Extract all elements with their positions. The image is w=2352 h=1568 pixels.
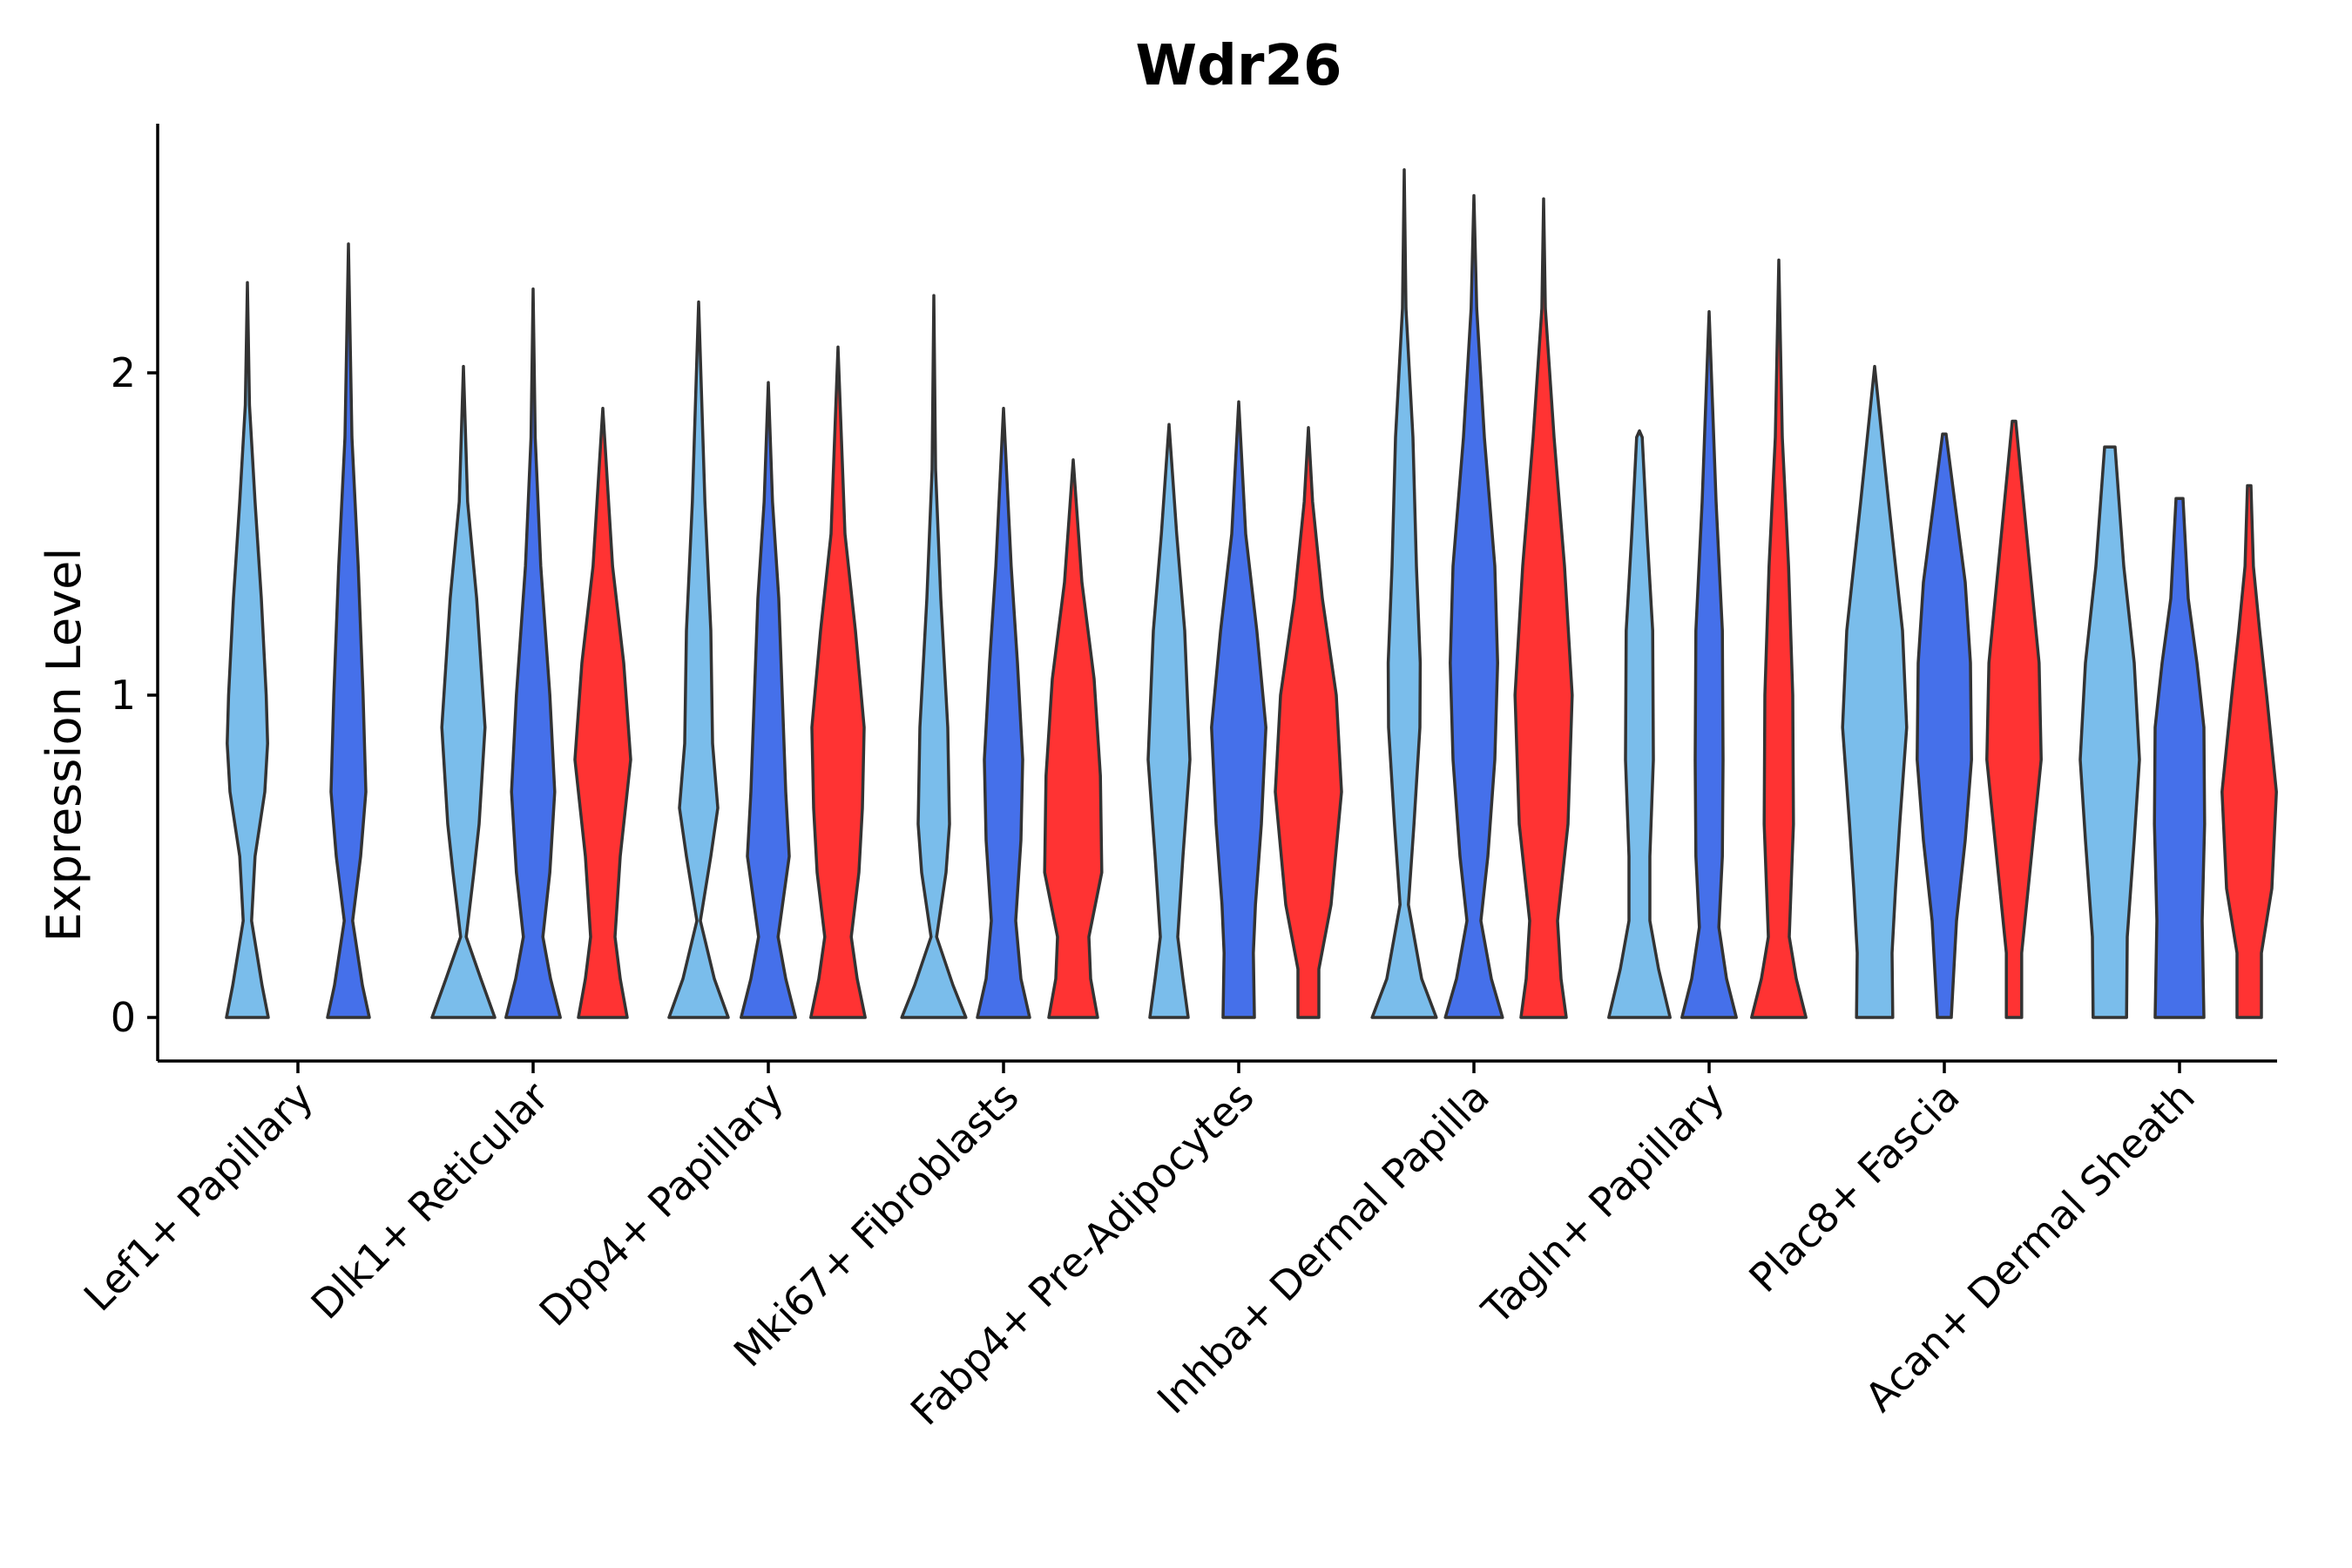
violin-3-group-2 [976, 406, 1031, 1019]
violin-4-group-3 [1274, 426, 1343, 1019]
y-tick-label: 1 [111, 672, 136, 719]
violin-8-group-1 [2078, 445, 2141, 1019]
violin-6-group-1 [1607, 429, 1672, 1019]
violin-1-group-2 [504, 287, 562, 1019]
violin-6-group-3 [1750, 258, 1808, 1019]
violin-7-group-3 [1985, 419, 2043, 1019]
violin-0-group-1 [225, 280, 270, 1019]
violin-2-group-3 [809, 345, 867, 1019]
violin-3-group-1 [900, 294, 968, 1019]
violin-7-group-1 [1841, 364, 1909, 1019]
violin-layer [225, 168, 2278, 1019]
violin-1-group-3 [573, 406, 632, 1019]
violin-5-group-1 [1370, 168, 1438, 1019]
y-tick-label: 2 [111, 349, 136, 396]
violin-1-group-1 [430, 364, 497, 1019]
x-tick-label: Tagln+ Papillary [1472, 1073, 1734, 1335]
violin-2-group-1 [667, 300, 730, 1019]
violin-3-group-3 [1043, 458, 1104, 1019]
violin-5-group-2 [1443, 193, 1504, 1019]
violin-4-group-1 [1146, 422, 1192, 1019]
violin-5-group-3 [1513, 197, 1574, 1019]
x-tick-label: Dpp4+ Papillary [531, 1073, 793, 1335]
violin-7-group-2 [1916, 432, 1973, 1019]
y-axis: 0 1 2 [111, 349, 158, 1041]
violin-8-group-3 [2220, 483, 2278, 1019]
violin-0-group-2 [326, 242, 371, 1019]
y-axis-label: Expression Level [37, 548, 91, 943]
violin-6-group-2 [1680, 309, 1738, 1019]
x-tick-label: Plac8+ Fascia [1740, 1073, 1968, 1301]
violin-4-group-2 [1210, 400, 1267, 1019]
x-tick-label: Dlk1+ Reticular [302, 1073, 558, 1328]
violin-8-group-2 [2153, 497, 2207, 1019]
y-tick-label: 0 [111, 994, 136, 1041]
chart-title: Wdr26 [1135, 34, 1342, 98]
x-tick-label: Lef1+ Papillary [75, 1073, 322, 1321]
violin-2-group-2 [740, 381, 797, 1019]
